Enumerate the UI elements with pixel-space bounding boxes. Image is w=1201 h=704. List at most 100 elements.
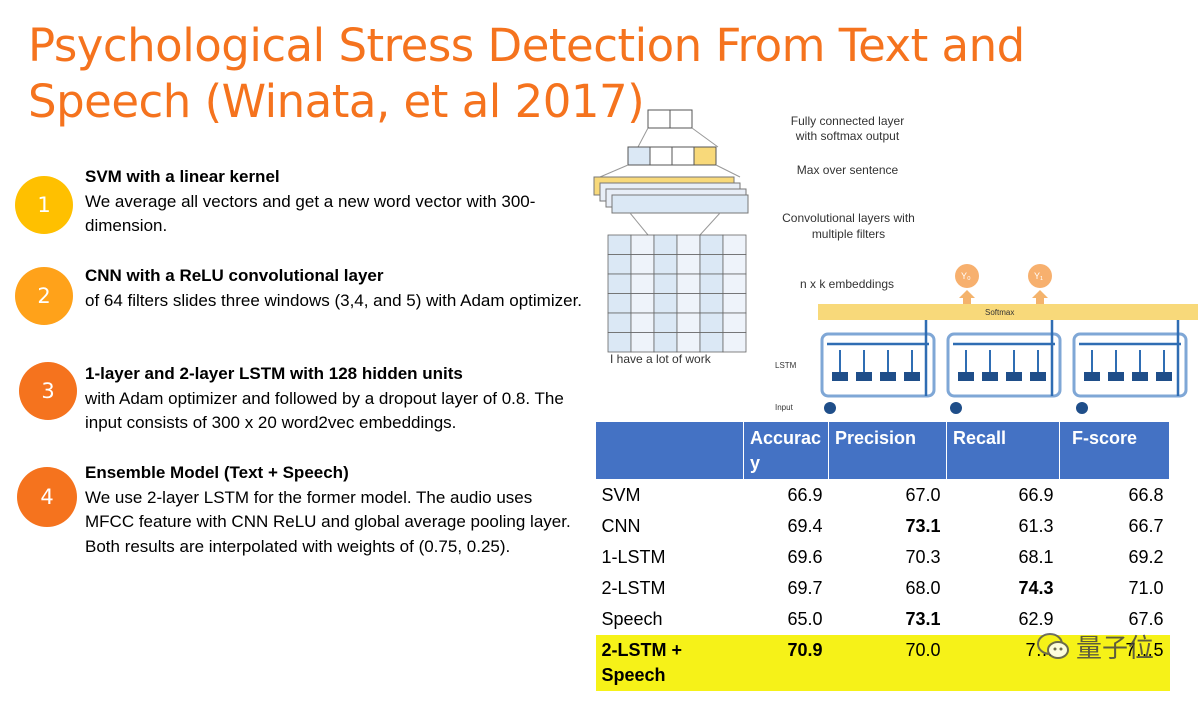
header-accuracy: Accurac y — [743, 421, 829, 480]
lstm-gate — [1156, 372, 1172, 381]
embedding-cell — [607, 293, 632, 314]
embedding-cell — [676, 234, 701, 255]
embedding-cell — [653, 234, 678, 255]
cell-rec: 68.1 — [946, 541, 1060, 573]
embedding-cell — [722, 234, 747, 255]
lstm-input-node — [1076, 402, 1088, 414]
lstm-label: LSTM — [775, 361, 797, 370]
step-2-heading: CNN with a ReLU convolutional layer — [85, 266, 384, 285]
embedding-cell — [676, 312, 701, 333]
header-model — [595, 421, 744, 480]
embedding-cell — [607, 234, 632, 255]
lstm-gate — [982, 372, 998, 381]
embedding-cell — [722, 293, 747, 314]
embedding-cell — [676, 273, 701, 294]
embedding-cell — [607, 312, 632, 333]
lstm-gate — [856, 372, 872, 381]
step-4-heading: Ensemble Model (Text + Speech) — [85, 463, 349, 482]
slide-title: Psychological Stress Detection From Text… — [28, 19, 1025, 128]
row-name: CNN — [595, 510, 744, 542]
table-row: SVM 66.9 67.0 66.9 66.8 — [595, 479, 1170, 511]
cell-acc: 69.6 — [743, 541, 829, 573]
step-2-text: CNN with a ReLU convolutional layer of 6… — [85, 264, 595, 313]
lstm-input-node — [824, 402, 836, 414]
cell-prec: 73.1 — [828, 603, 947, 635]
cell-rec: 74.3 — [946, 572, 1060, 604]
step-4-body: We use 2-layer LSTM for the former model… — [85, 487, 571, 556]
lstm-gate — [1108, 372, 1124, 381]
embedding-cell — [699, 273, 724, 294]
lstm-gate — [1006, 372, 1022, 381]
fc-label-line2: with softmax output — [795, 129, 900, 143]
embedding-cell — [722, 254, 747, 275]
cell-rec: 66.9 — [946, 479, 1060, 511]
embed-label: n x k embeddings — [800, 277, 895, 291]
fc-label: Fully connected layer with softmax outpu… — [770, 114, 925, 144]
cell-acc: 69.4 — [743, 510, 829, 542]
step-2-badge: 2 — [15, 267, 73, 325]
wechat-icon — [1037, 632, 1069, 659]
embedding-cell — [630, 254, 655, 275]
lstm-gate — [958, 372, 974, 381]
conv-feature-maps — [593, 176, 749, 214]
cell-prec: 67.0 — [828, 479, 947, 511]
cell-prec: 73.1 — [828, 510, 947, 542]
lstm-gate — [832, 372, 848, 381]
y0-label: Y₀ — [961, 271, 971, 281]
cell-rec: 7… — [946, 634, 1060, 692]
cell-prec: 70.3 — [828, 541, 947, 573]
lstm-gate — [1132, 372, 1148, 381]
table-row: 2-LSTM 69.7 68.0 74.3 71.0 — [595, 572, 1170, 604]
cell-acc: 70.9 — [743, 634, 829, 692]
watermark: 量子位 — [1036, 628, 1154, 665]
step-3-heading: 1-layer and 2-layer LSTM with 128 hidden… — [85, 364, 463, 383]
step-1-body: We average all vectors and get a new wor… — [85, 191, 536, 236]
table-row-highlight: 2-LSTM + Speech 70.9 70.0 7… 7…5 — [595, 634, 1170, 692]
embedding-cell — [699, 254, 724, 275]
row-name: 2-LSTM — [595, 572, 744, 604]
embedding-cell — [699, 234, 724, 255]
y1-label: Y₁ — [1034, 271, 1043, 281]
embedding-cell — [676, 254, 701, 275]
cell-f: 66.7 — [1059, 510, 1170, 542]
fc-label-line1: Fully connected layer — [790, 114, 905, 128]
step-3-text: 1-layer and 2-layer LSTM with 128 hidden… — [85, 362, 595, 436]
embedding-cell — [653, 332, 678, 353]
embedding-cell — [630, 312, 655, 333]
row-name-l1: 2-LSTM + — [601, 640, 683, 660]
cell-f: 67.6 — [1059, 603, 1170, 635]
header-accuracy-l2: y — [750, 453, 761, 473]
embedding-cell — [653, 273, 678, 294]
cell-f: 7…5 — [1059, 634, 1170, 692]
embedding-cell — [630, 273, 655, 294]
embedding-cell — [722, 312, 747, 333]
fc-output-boxes — [647, 109, 693, 129]
lstm-gate — [880, 372, 896, 381]
header-recall: Recall — [946, 421, 1060, 480]
cell-prec: 68.0 — [828, 572, 947, 604]
lstm-cells — [820, 320, 1188, 414]
table-header-row: Accurac y Precision Recall F-score — [595, 421, 1170, 480]
step-4-text: Ensemble Model (Text + Speech) We use 2-… — [85, 461, 585, 559]
embedding-cell — [653, 312, 678, 333]
watermark-text: 量子位 — [1076, 634, 1155, 664]
conv-label: Convolutional layers with multiple filte… — [766, 210, 931, 242]
row-name-l2: Speech — [601, 665, 666, 685]
cell-acc: 66.9 — [743, 479, 829, 511]
step-1-text: SVM with a linear kernel We average all … — [85, 165, 595, 239]
step-1-badge: 1 — [15, 176, 73, 234]
cell-prec: 70.0 — [828, 634, 947, 692]
lstm-gate — [904, 372, 920, 381]
embedding-cell — [653, 254, 678, 275]
row-name: 1-LSTM — [595, 541, 744, 573]
results-table: Accurac y Precision Recall F-score SVM 6… — [595, 421, 1170, 692]
step-4-badge: 4 — [17, 467, 77, 527]
max-pool-vector — [627, 146, 717, 166]
embedding-cell — [630, 332, 655, 353]
row-name: SVM — [595, 479, 744, 511]
embedding-cell — [676, 293, 701, 314]
header-fscore: F-score — [1059, 421, 1170, 480]
conv-label-line2: multiple filters — [811, 227, 886, 241]
table-row: 1-LSTM 69.6 70.3 68.1 69.2 — [595, 541, 1170, 573]
header-accuracy-l1: Accurac — [750, 428, 822, 448]
